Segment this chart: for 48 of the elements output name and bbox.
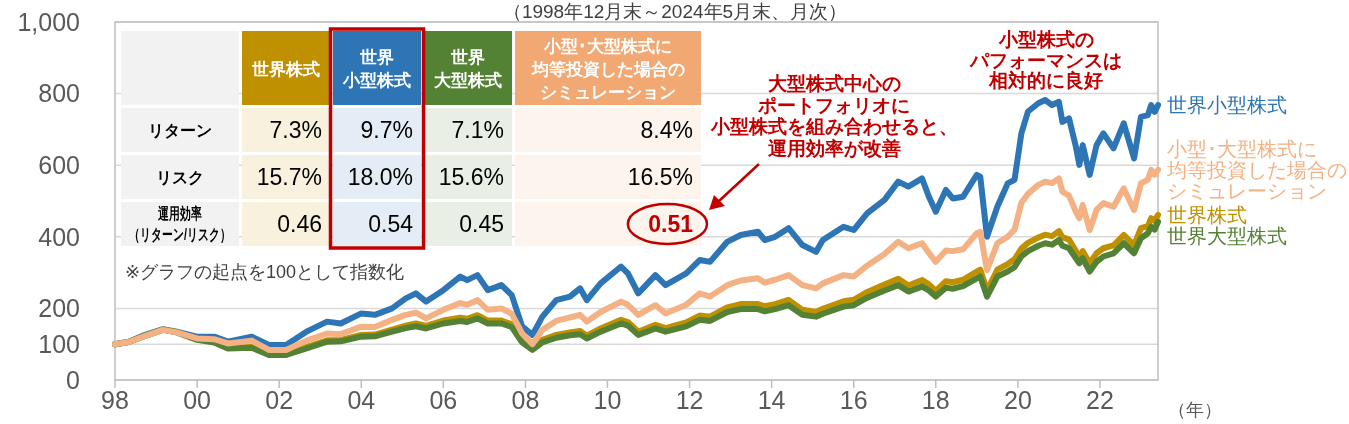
text: 7.3% bbox=[269, 117, 322, 144]
text: 0.46 bbox=[277, 211, 322, 238]
text: 9.7% bbox=[360, 117, 413, 144]
series-label: 世界株式 bbox=[1167, 203, 1247, 226]
category-label: 世界小型株式 bbox=[342, 48, 411, 91]
x-tick-label: 98 bbox=[101, 386, 129, 414]
annotation: ※グラフの起点を100として指数化 bbox=[125, 262, 405, 283]
y-tick-label: 600 bbox=[38, 150, 80, 179]
y-tick-label: 400 bbox=[38, 222, 80, 251]
series-label: 小型･大型株式に均等投資した場合のシミュレーション bbox=[1166, 137, 1347, 202]
category-label: リターン bbox=[148, 121, 212, 139]
category-label: リスク bbox=[156, 168, 204, 186]
x-tick-label: 22 bbox=[1086, 386, 1114, 414]
y-tick-label: 1,000 bbox=[17, 7, 80, 36]
text: 15.7% bbox=[256, 164, 322, 191]
x-tick-label: 08 bbox=[511, 386, 540, 414]
series-label: 世界大型株式 bbox=[1167, 224, 1287, 247]
annotation: 大型株式中心のポートフォリオに小型株式を組み合わせると、運用効率が改善 bbox=[709, 73, 958, 159]
category-label: 世界大型株式 bbox=[434, 48, 502, 91]
y-tick-label: 200 bbox=[38, 294, 80, 323]
text: 8.4% bbox=[640, 117, 693, 144]
x-tick-label: 06 bbox=[429, 386, 458, 414]
y-tick-label: 100 bbox=[38, 329, 80, 358]
text: 0.45 bbox=[459, 211, 504, 238]
category-label: 世界株式 bbox=[251, 59, 320, 79]
annotation: 小型株式のパフォーマンスは相対的に良好 bbox=[969, 29, 1122, 92]
x-tick-label: 16 bbox=[839, 386, 868, 414]
x-tick-label: 10 bbox=[593, 386, 622, 414]
text: 16.5% bbox=[627, 164, 693, 191]
text: 0.54 bbox=[368, 211, 413, 238]
category-label: 運用効率（リターン/リスク） bbox=[128, 205, 232, 244]
x-tick-label: 02 bbox=[265, 386, 294, 414]
x-tick-label: 00 bbox=[183, 386, 212, 414]
text: 15.6% bbox=[438, 164, 504, 191]
text: 18.0% bbox=[347, 164, 413, 191]
y-tick-label: 800 bbox=[38, 79, 80, 108]
x-tick-label: 12 bbox=[675, 386, 704, 414]
x-tick-label: 20 bbox=[1003, 386, 1032, 414]
chart-subtitle: （1998年12月末～2024年5月末、月次） bbox=[502, 0, 848, 22]
category-label: 小型･大型株式に均等投資した場合のシミュレーション bbox=[530, 36, 685, 102]
x-tick-label: 18 bbox=[921, 386, 950, 414]
x-tick-label: 04 bbox=[347, 386, 376, 414]
x-tick-label: 14 bbox=[757, 386, 786, 414]
x-axis-title: （年） bbox=[1168, 400, 1222, 421]
series-label: 世界小型株式 bbox=[1167, 93, 1287, 116]
text: 0.51 bbox=[648, 211, 693, 238]
text: 7.1% bbox=[451, 117, 504, 144]
y-tick-label: 0 bbox=[66, 365, 80, 394]
